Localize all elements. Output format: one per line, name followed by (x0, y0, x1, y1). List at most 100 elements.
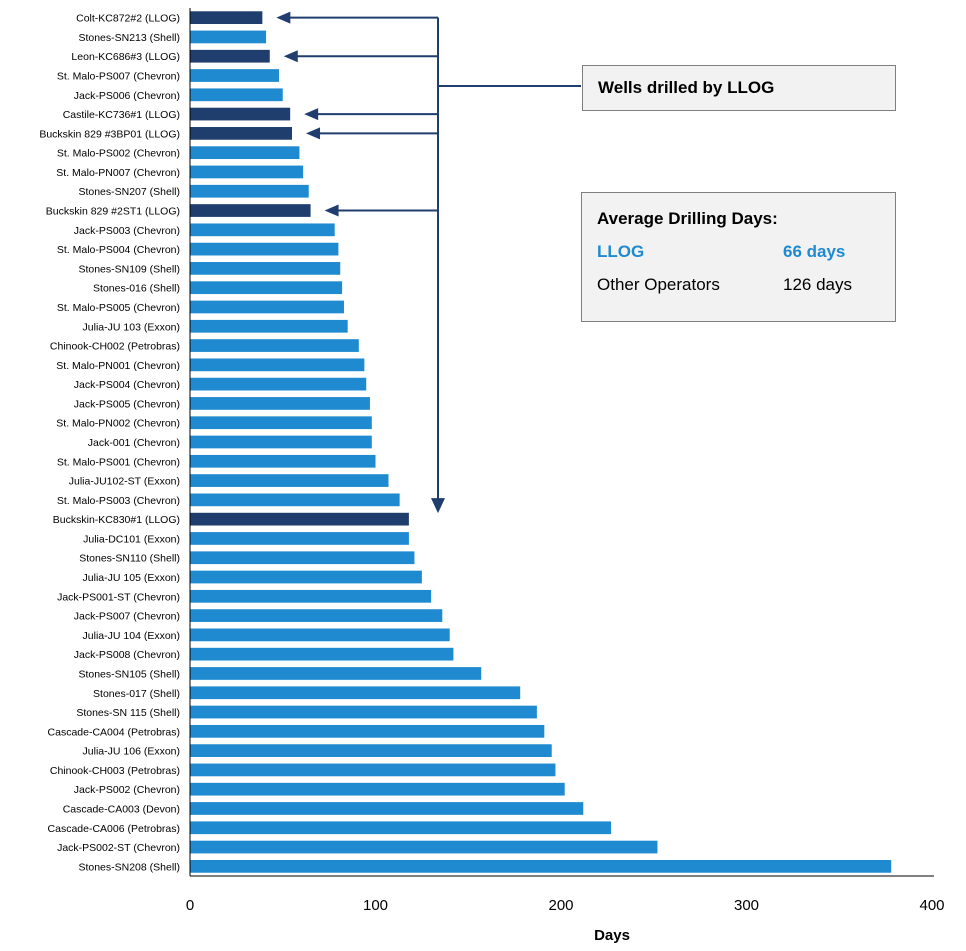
category-label: Julia-JU 106 (Exxon) (83, 746, 180, 758)
average-drilling-days-title: Average Drilling Days: (597, 209, 778, 228)
bar-stones-sn110-shell (190, 551, 415, 565)
category-label: Stones-SN207 (Shell) (78, 186, 180, 198)
average-label-other: Other Operators (597, 275, 720, 294)
category-label: Jack-PS004 (Chevron) (74, 379, 180, 391)
category-label: St. Malo-PS001 (Chevron) (57, 456, 180, 468)
category-label: Stones-SN105 (Shell) (78, 668, 180, 680)
category-label: Jack-PS008 (Chevron) (74, 649, 180, 661)
category-label: Cascade-CA003 (Devon) (63, 803, 180, 815)
category-label: Stones-SN109 (Shell) (78, 263, 180, 275)
bar-buckskin-829-3bp01-llog (190, 127, 293, 140)
category-label: Leon-KC686#3 (LLOG) (71, 51, 180, 63)
bar-jack-ps008-chevron (190, 647, 454, 661)
arrow-head-left (306, 127, 321, 140)
category-label: Castile-KC736#1 (LLOG) (63, 109, 180, 121)
x-tick-label: 0 (186, 897, 194, 914)
bar-castile-kc736-1-llog (190, 107, 291, 121)
bar-jack-ps002-st-chevron (190, 840, 658, 854)
category-label: Stones-SN110 (Shell) (79, 553, 180, 565)
bar-stones-sn213-shell (190, 30, 267, 44)
bar-julia-ju-106-exxon (190, 744, 552, 757)
x-tick-label: 300 (734, 897, 759, 914)
category-label: Colt-KC872#2 (LLOG) (76, 13, 180, 25)
bar-stones-sn-115-shell (190, 705, 537, 719)
arrow-head-left (276, 11, 291, 24)
x-tick-labels-group: 0 100 200 300 400 (186, 897, 945, 914)
bar-stones-sn207-shell (190, 184, 309, 198)
bar-st-malo-ps002-chevron (190, 146, 300, 160)
bar-jack-ps001-st-chevron (190, 589, 432, 603)
bar-chinook-ch002-petrobras (190, 339, 359, 352)
bar-st-malo-ps007-chevron (190, 69, 280, 82)
category-label: Stones-016 (Shell) (93, 283, 180, 295)
category-label: Jack-PS007 (Chevron) (74, 611, 180, 623)
bar-julia-ju-103-exxon (190, 319, 348, 333)
average-value-llog: 66 days (783, 242, 846, 261)
category-label: St. Malo-PS007 (Chevron) (57, 71, 180, 83)
llog-arrows-group (276, 11, 581, 514)
arrow-head-left (324, 204, 339, 217)
x-axis-title: Days (594, 927, 630, 944)
bar-chinook-ch003-petrobras (190, 763, 556, 777)
bar-jack-ps007-chevron (190, 609, 443, 622)
category-label: St. Malo-PN002 (Chevron) (56, 418, 180, 430)
bar-stones-sn208-shell (190, 859, 892, 873)
bar-stones-sn105-shell (190, 667, 482, 680)
category-label: Julia-JU 103 (Exxon) (83, 321, 180, 333)
category-label: Chinook-CH003 (Petrobras) (50, 765, 180, 777)
category-label: Stones-017 (Shell) (93, 688, 180, 700)
category-label: Jack-PS002 (Chevron) (74, 784, 180, 796)
bar-buckskin-829-2st1-llog (190, 204, 311, 217)
category-label: St. Malo-PS004 (Chevron) (57, 244, 180, 256)
bar-colt-kc872-2-llog (190, 11, 263, 25)
bar-julia-ju-104-exxon (190, 628, 450, 642)
category-label: Chinook-CH002 (Petrobras) (50, 341, 180, 353)
category-label: Stones-SN213 (Shell) (78, 32, 180, 44)
category-label: Buckskin 829 #2ST1 (LLOG) (46, 206, 180, 218)
bar-stones-017-shell (190, 686, 521, 700)
bar-leon-kc686-3-llog (190, 49, 270, 63)
bar-stones-sn109-shell (190, 262, 341, 275)
category-label: Jack-001 (Chevron) (88, 437, 180, 449)
category-label: Cascade-CA004 (Petrobras) (48, 726, 180, 738)
category-label: Cascade-CA006 (Petrobras) (48, 823, 180, 835)
category-labels-group: Colt-KC872#2 (LLOG) Stones-SN213 (Shell) L… (39, 13, 180, 874)
category-label: St. Malo-PN007 (Chevron) (56, 167, 180, 179)
average-row-other: Other Operators 126 days (597, 275, 895, 295)
bar-cascade-ca003-devon (190, 802, 584, 815)
bar-st-malo-pn001-chevron (190, 358, 365, 372)
bar-jack-ps005-chevron (190, 397, 370, 410)
bar-julia-dc101-exxon (190, 532, 409, 545)
category-label: Jack-PS005 (Chevron) (74, 398, 180, 410)
category-label: Julia-JU 105 (Exxon) (83, 572, 180, 584)
bar-jack-ps002-chevron (190, 782, 565, 796)
bar-st-malo-ps005-chevron (190, 300, 344, 314)
bar-st-malo-ps003-chevron (190, 493, 400, 507)
bar-jack-001-chevron (190, 435, 372, 449)
arrow-head-left (304, 108, 319, 121)
bar-jack-ps006-chevron (190, 88, 283, 102)
category-label: Jack-PS006 (Chevron) (74, 90, 180, 102)
category-label: Stones-SN208 (Shell) (78, 861, 180, 873)
bar-buckskin-kc830-1-llog (190, 512, 409, 526)
arrow-head-left (283, 50, 298, 63)
bar-jack-ps004-chevron (190, 377, 367, 391)
average-value-other: 126 days (783, 275, 852, 294)
bar-jack-ps003-chevron (190, 223, 335, 237)
bar-st-malo-pn002-chevron (190, 416, 372, 430)
category-label: Jack-PS001-ST (Chevron) (57, 591, 180, 603)
category-label: Buckskin-KC830#1 (LLOG) (53, 514, 180, 526)
category-label: Buckskin 829 #3BP01 (LLOG) (39, 128, 180, 140)
average-label-llog: LLOG (597, 242, 645, 261)
category-label: Stones-SN 115 (Shell) (76, 707, 180, 719)
bar-st-malo-ps001-chevron (190, 454, 376, 468)
x-tick-label: 200 (548, 897, 573, 914)
bar-cascade-ca006-petrobras (190, 821, 612, 835)
bar-julia-ju-105-exxon (190, 570, 422, 584)
bar-julia-ju102-st-exxon (190, 474, 389, 487)
category-label: Julia-JU 104 (Exxon) (83, 630, 180, 642)
category-label: Jack-PS003 (Chevron) (74, 225, 180, 237)
average-drilling-days-box: Average Drilling Days: LLOG 66 days Othe… (581, 192, 896, 322)
x-tick-label: 400 (919, 897, 944, 914)
